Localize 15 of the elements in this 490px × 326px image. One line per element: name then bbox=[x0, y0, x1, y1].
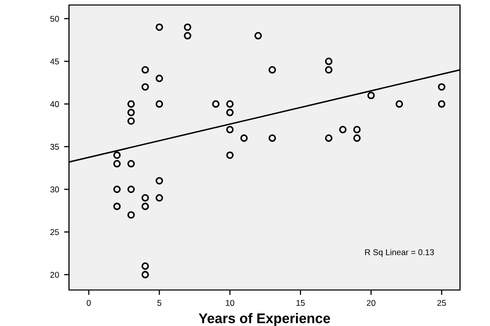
y-tick-label: 20 bbox=[50, 272, 59, 278]
annotation: R Sq Linear = 0.13 bbox=[365, 249, 434, 257]
x-tick-label: 0 bbox=[86, 300, 91, 306]
y-tick-label: 30 bbox=[50, 186, 59, 192]
x-tick-label: 25 bbox=[437, 300, 446, 306]
x-tick-label: 15 bbox=[296, 300, 305, 306]
y-tick-label: 35 bbox=[50, 144, 59, 150]
y-tick-label: 50 bbox=[50, 16, 59, 22]
x-axis-title: Years of Experience bbox=[198, 313, 330, 326]
x-tick-label: 20 bbox=[366, 300, 376, 306]
y-tick-label: 25 bbox=[50, 229, 59, 236]
x-tick-label: 10 bbox=[226, 300, 234, 306]
y-tick-label: 45 bbox=[50, 58, 59, 64]
y-tick-label: 40 bbox=[50, 101, 59, 108]
x-tick-label: 5 bbox=[157, 300, 162, 306]
